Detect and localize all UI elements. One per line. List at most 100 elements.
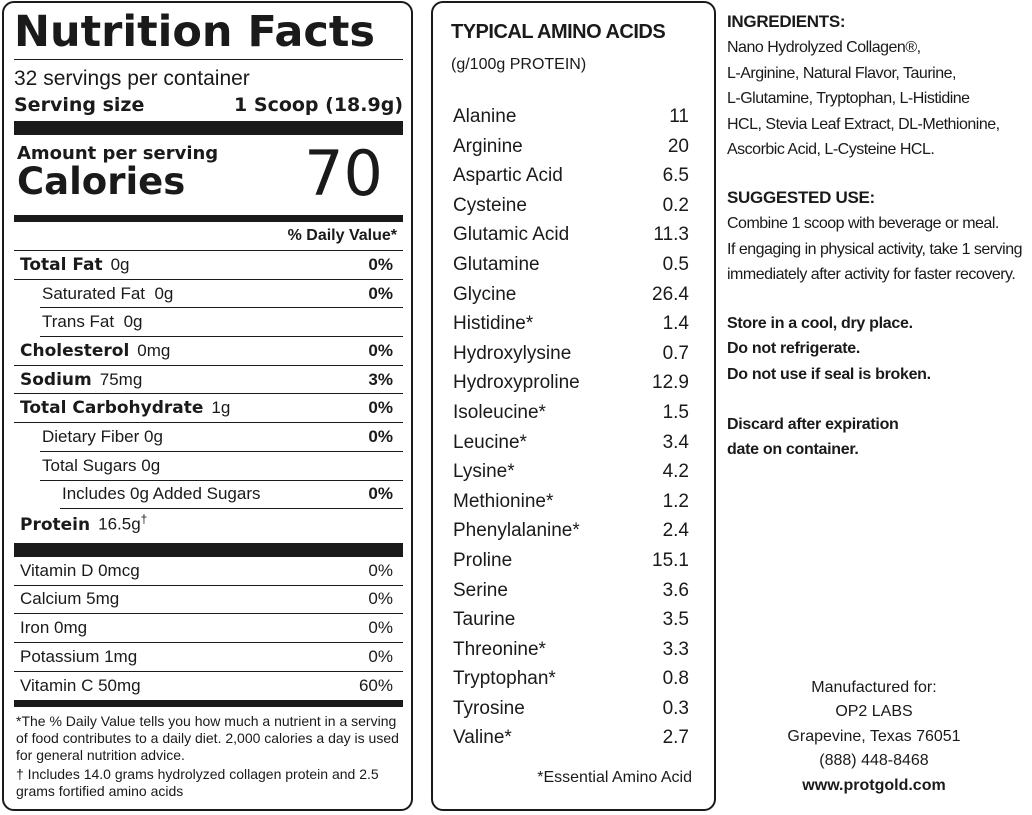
nutrient-row-total-fat: Total Fat 0g 0% bbox=[14, 251, 403, 280]
serving-size-label: Serving size bbox=[14, 94, 145, 116]
amino-acid-name: Leucine* bbox=[453, 431, 527, 453]
protein-footnote-mark: † bbox=[140, 512, 148, 527]
amino-acid-value: 1.4 bbox=[662, 313, 689, 335]
amino-acid-name: Hydroxylysine bbox=[453, 342, 572, 364]
nutrient-dv: 0% bbox=[368, 340, 393, 360]
nutrient-dv: 0% bbox=[368, 426, 393, 446]
amino-acid-name: Tryptophan* bbox=[453, 668, 556, 690]
amino-acid-value: 6.5 bbox=[662, 165, 689, 187]
amino-acid-row: Hydroxyproline 12.9 bbox=[453, 368, 689, 398]
amino-acid-row: Valine* 2.7 bbox=[453, 723, 689, 753]
ingredients-line: HCL, Stevia Leaf Extract, DL-Methionine, bbox=[727, 115, 1000, 133]
amino-acid-name: Methionine* bbox=[453, 490, 554, 512]
manufacturer-phone: (888) 448-8468 bbox=[819, 752, 929, 770]
amino-acids-list: Alanine 11 Arginine 20 Aspartic Acid 6.5 Cyste… bbox=[453, 102, 689, 753]
daily-value-footnote: *The % Daily Value tells you how much a … bbox=[16, 713, 399, 764]
nutrient-label: Total Sugars bbox=[42, 455, 137, 475]
amino-acid-name: Arginine bbox=[453, 135, 523, 157]
amino-acid-name: Serine bbox=[453, 579, 508, 601]
daily-value-header: % Daily Value* bbox=[14, 222, 403, 251]
vitamin-label: Vitamin D 0mcg bbox=[20, 560, 140, 580]
amino-acid-value: 0.7 bbox=[662, 342, 689, 364]
nutrient-label: Trans Fat bbox=[42, 312, 115, 332]
amino-acid-row: Cysteine 0.2 bbox=[453, 191, 689, 221]
ingredients-line: L-Glutamine, Tryptophan, L-Histidine bbox=[727, 90, 970, 108]
amino-acid-name: Proline bbox=[453, 549, 513, 571]
storage-line: Do not use if seal is broken. bbox=[727, 365, 931, 383]
amino-acid-value: 20 bbox=[667, 135, 689, 157]
nutrient-amount: 0g bbox=[123, 312, 143, 332]
nutrient-amount: 16.5g bbox=[98, 514, 141, 534]
amino-acid-name: Lysine* bbox=[453, 461, 515, 483]
amino-acid-row: Lysine* 4.2 bbox=[453, 457, 689, 487]
amino-acid-value: 2.7 bbox=[662, 727, 689, 749]
suggested-use-line: If engaging in physical activity, take 1… bbox=[727, 240, 1022, 258]
amino-acid-value: 0.5 bbox=[662, 253, 689, 275]
amino-acid-value: 1.5 bbox=[662, 401, 689, 423]
amino-acid-row: Aspartic Acid 6.5 bbox=[453, 161, 689, 191]
amino-acid-value: 4.2 bbox=[662, 461, 689, 483]
amino-acid-name: Histidine* bbox=[453, 313, 534, 335]
manufacturer-block: Manufactured for: OP2 LABS Grapevine, Te… bbox=[716, 676, 1032, 798]
amino-acid-name: Tyrosine bbox=[453, 697, 525, 719]
amino-acid-row: Hydroxylysine 0.7 bbox=[453, 339, 689, 369]
amino-acid-row: Histidine* 1.4 bbox=[453, 309, 689, 339]
nutrition-facts-content: Nutrition Facts 32 servings per containe… bbox=[14, 3, 403, 800]
nutrient-row-total-sugars: Total Sugars 0g bbox=[40, 452, 403, 481]
ingredients-line: L-Arginine, Natural Flavor, Taurine, bbox=[727, 64, 956, 82]
nutrient-row-saturated-fat: Saturated Fat 0g 0% bbox=[40, 280, 403, 309]
vitamin-label: Potassium 1mg bbox=[20, 646, 138, 666]
nutrient-amount: 75mg bbox=[99, 369, 143, 389]
amino-acid-row: Threonine* 3.3 bbox=[453, 635, 689, 665]
manufacturer-city: Grapevine, Texas 76051 bbox=[787, 727, 961, 745]
nutrient-label: Includes 0g Added Sugars bbox=[62, 484, 261, 504]
amino-acid-name: Threonine* bbox=[453, 638, 546, 660]
amino-acid-row: Leucine* 3.4 bbox=[453, 428, 689, 458]
amino-acid-row: Glutamic Acid 11.3 bbox=[453, 220, 689, 250]
amino-acid-name: Alanine bbox=[453, 106, 517, 127]
vitamin-label: Vitamin C 50mg bbox=[20, 675, 141, 695]
ingredients-heading: INGREDIENTS: bbox=[727, 12, 846, 31]
amino-acid-row: Proline 15.1 bbox=[453, 546, 689, 576]
amino-acid-value: 3.5 bbox=[662, 609, 689, 631]
amino-acid-row: Arginine 20 bbox=[453, 132, 689, 162]
nutrient-row-added-sugars: Includes 0g Added Sugars 0% bbox=[60, 481, 403, 510]
discard-line: date on container. bbox=[727, 441, 859, 459]
footnote-divider bbox=[14, 700, 403, 708]
vitamin-row-vitamin-d: Vitamin D 0mcg 0% bbox=[14, 557, 403, 586]
vitamin-dv: 0% bbox=[368, 646, 393, 666]
amino-acid-name: Aspartic Acid bbox=[453, 165, 563, 187]
manufacturer-website: www.protgold.com bbox=[802, 776, 946, 794]
vitamin-dv: 0% bbox=[368, 618, 393, 638]
servings-per-container: 32 servings per container bbox=[14, 67, 250, 90]
amino-acid-row: Serine 3.6 bbox=[453, 576, 689, 606]
vitamin-label: Iron 0mg bbox=[20, 618, 88, 638]
nutrient-label: Saturated Fat bbox=[42, 283, 146, 303]
storage-line: Do not refrigerate. bbox=[727, 340, 860, 358]
vitamin-dv: 0% bbox=[368, 589, 393, 609]
storage-instructions: Store in a cool, dry place. Do not refri… bbox=[727, 311, 1029, 388]
nutrition-facts-panel: Nutrition Facts 32 servings per containe… bbox=[2, 1, 413, 811]
manufacturer-name: OP2 LABS bbox=[835, 703, 913, 721]
amino-acid-value: 3.4 bbox=[662, 431, 689, 453]
nutrition-facts-title: Nutrition Facts bbox=[14, 7, 376, 57]
amino-acid-row: Methionine* 1.2 bbox=[453, 487, 689, 517]
nutrient-label: Sodium bbox=[20, 369, 92, 390]
nutrient-dv: 0% bbox=[368, 283, 393, 303]
amino-acid-name: Glycine bbox=[453, 283, 517, 305]
amino-acid-name: Hydroxyproline bbox=[453, 372, 580, 394]
amino-acid-row: Taurine 3.5 bbox=[453, 605, 689, 635]
thick-divider bbox=[14, 121, 403, 135]
amino-acid-row: Glycine 26.4 bbox=[453, 280, 689, 310]
amino-acid-value: 0.2 bbox=[662, 194, 689, 216]
nutrient-label: Dietary Fiber bbox=[42, 426, 140, 446]
label-info-column: INGREDIENTS: Nano Hydrolyzed Collagen®, … bbox=[727, 11, 1029, 463]
amino-acid-value: 2.4 bbox=[662, 520, 689, 542]
serving-size-row: Serving size 1 Scoop (18.9g) bbox=[14, 92, 403, 118]
amino-acid-value: 15.1 bbox=[652, 549, 689, 571]
vitamins-divider bbox=[14, 542, 403, 557]
nutrient-row-protein: Protein 16.5g† bbox=[14, 509, 403, 538]
suggested-use-text: Combine 1 scoop with beverage or meal. I… bbox=[727, 211, 1029, 288]
amino-acid-value: 3.6 bbox=[662, 579, 689, 601]
calories-value: 70 bbox=[304, 137, 383, 210]
